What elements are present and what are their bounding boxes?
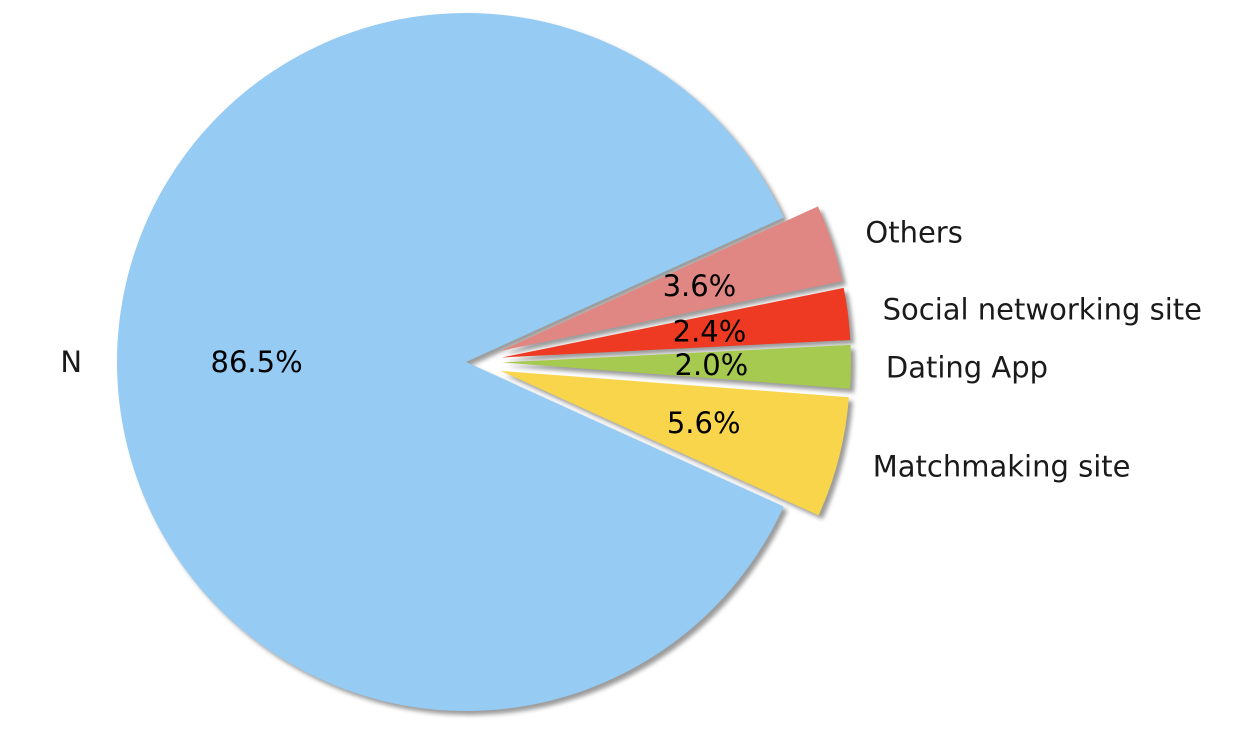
pie-slice-social-networking-site [501,287,851,358]
pie-slices [117,13,851,711]
pie-label-social-networking-site: Social networking site [883,292,1202,326]
pie-slice-others [500,206,843,351]
pie-percent-labels: 86.5% 5.6% 2.0%2.4% 3.6% [211,269,749,440]
pie-slice-dating-app [501,344,851,389]
pie-label-others: Others [865,215,962,249]
pie-label-dating-app: Dating App [886,350,1048,384]
pie-category-labels: N Matchmaking site Dating App Social networ… [60,215,1202,483]
pie-percent-label-others: 3.6% [663,269,737,303]
pie-label-matchmaking-site: Matchmaking site [873,449,1131,483]
pie-label-n: N [60,345,82,379]
pie-percent-label-n: 86.5% [211,345,303,379]
pie-slice-matchmaking-site [500,370,849,516]
pie-percent-label-dating-app: 2.0% [675,348,749,382]
pie-percent-label-social-networking-site: 2.4% [673,314,747,348]
pie-percent-label-matchmaking-site: 5.6% [667,406,741,440]
pie-slice-n [117,13,784,711]
